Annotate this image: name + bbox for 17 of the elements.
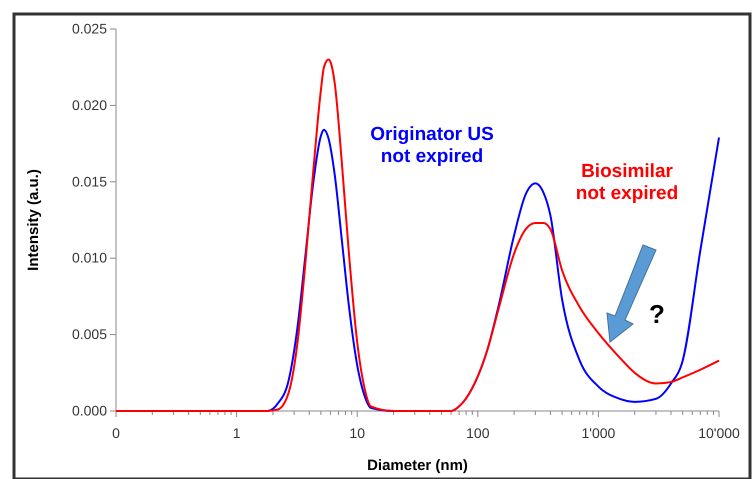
y-tick-label: 0.020 bbox=[72, 96, 108, 113]
x-tick-label: 10 bbox=[349, 425, 366, 442]
x-tick-label: 1'000 bbox=[581, 425, 616, 442]
series-label: Originator US not expired bbox=[370, 124, 494, 167]
x-axis-title: Diameter (nm) bbox=[367, 457, 468, 474]
y-tick-label: 0.000 bbox=[72, 402, 108, 418]
x-tick-label: 1 bbox=[232, 425, 241, 442]
x-tick-label: 0 bbox=[112, 425, 120, 442]
x-tick-label: 10'000 bbox=[698, 425, 740, 442]
y-tick-label: 0.010 bbox=[72, 250, 108, 266]
x-tick-label: 100 bbox=[466, 425, 490, 442]
y-axis-title: Intensity (a.u.) bbox=[25, 169, 42, 271]
series-label: Biosimilar not expired bbox=[576, 161, 678, 204]
y-tick-label: 0.025 bbox=[72, 20, 108, 36]
y-tick-label: 0.015 bbox=[72, 173, 108, 190]
annotation: ? bbox=[649, 299, 665, 329]
y-tick-label: 0.005 bbox=[72, 326, 108, 342]
